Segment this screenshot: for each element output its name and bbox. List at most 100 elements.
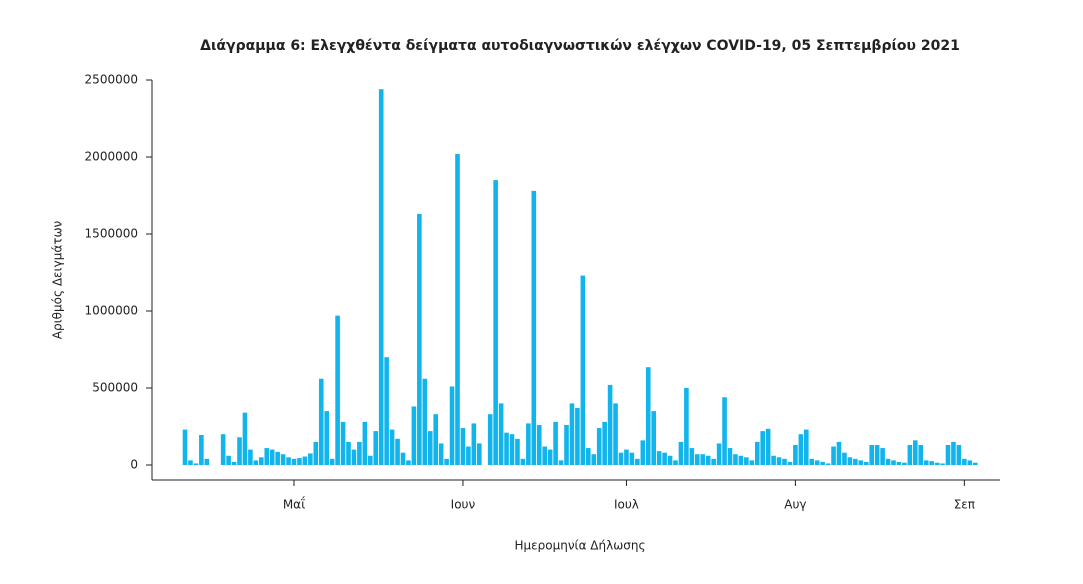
bar (449, 386, 455, 465)
bar (798, 434, 804, 465)
x-axis-label: Ημερομηνία Δήλωσης (514, 539, 645, 553)
bar (526, 423, 531, 465)
bar (231, 461, 237, 465)
bar (493, 180, 498, 465)
x-tick-label: Μαΐ (283, 497, 305, 512)
bar (771, 455, 776, 465)
bar (956, 444, 962, 465)
bar (471, 423, 477, 465)
bar (874, 444, 880, 465)
y-tick-label: 1500000 (85, 227, 138, 241)
bar (853, 458, 858, 465)
bar (787, 461, 793, 465)
bar (536, 424, 542, 465)
bar (378, 89, 384, 466)
bar (297, 458, 302, 465)
bar (438, 443, 444, 465)
bar (940, 463, 945, 465)
bar (193, 463, 199, 465)
bar (651, 411, 656, 465)
bar (591, 454, 597, 465)
bar (918, 444, 924, 465)
bar (738, 455, 744, 465)
y-tick-label: 2000000 (85, 150, 138, 164)
bar (923, 460, 929, 465)
bar (716, 443, 722, 465)
bar (237, 437, 242, 465)
bar (427, 431, 433, 465)
x-tick-label: Αυγ (784, 498, 806, 512)
bar (466, 446, 471, 465)
bar (765, 428, 771, 465)
bar (842, 452, 847, 465)
bar (308, 453, 313, 465)
bar (313, 441, 319, 465)
y-tick-label: 0 (130, 458, 138, 472)
bar (586, 448, 591, 465)
y-axis-label: Αριθμός Δειγμάτων (51, 220, 65, 339)
bar (929, 461, 934, 465)
y-tick-label: 1000000 (85, 304, 138, 318)
bar (460, 428, 466, 465)
bar (477, 443, 482, 465)
bar (569, 403, 575, 465)
bar (934, 462, 940, 465)
bar (547, 449, 553, 465)
bar (248, 449, 253, 465)
bar (275, 451, 280, 465)
bar (831, 446, 836, 465)
bar (700, 454, 706, 465)
bar (504, 432, 509, 465)
bar (809, 458, 815, 465)
x-tick-label: Ιουν (451, 498, 476, 512)
bar (411, 406, 417, 465)
y-tick-label: 500000 (92, 381, 138, 395)
bar (498, 403, 504, 465)
bar (368, 455, 373, 465)
bar (804, 429, 809, 465)
chart-title: Διάγραμμα 6: Ελεγχθέντα δείγματα αυτοδια… (200, 38, 960, 54)
bar (727, 448, 733, 465)
bar (896, 461, 902, 465)
bar (362, 421, 368, 465)
bar (624, 449, 629, 465)
bar (869, 444, 874, 465)
bar (596, 428, 602, 465)
bar (389, 429, 395, 465)
bar (553, 421, 558, 465)
bar (607, 384, 613, 465)
bar (199, 434, 204, 465)
bar (509, 434, 515, 465)
bar (678, 441, 684, 465)
bar (575, 408, 580, 465)
bar (602, 421, 607, 465)
bar (444, 458, 449, 465)
bar (754, 441, 760, 465)
bar (340, 421, 346, 465)
bar (259, 457, 264, 465)
bar (635, 458, 640, 465)
bar (395, 438, 400, 465)
bar (962, 458, 967, 465)
bar (689, 448, 695, 465)
bar (433, 414, 438, 465)
bar (640, 440, 646, 465)
bar (913, 440, 918, 465)
bar (613, 403, 618, 465)
bar (645, 367, 651, 465)
bar (673, 460, 678, 465)
bar (793, 444, 798, 465)
bar (836, 441, 842, 465)
bar (455, 153, 460, 466)
bar (400, 452, 406, 465)
bar (346, 441, 351, 465)
bar (351, 449, 357, 465)
bar (705, 455, 711, 465)
bar (384, 357, 389, 465)
bar (302, 456, 308, 465)
bar (967, 460, 973, 465)
bar (542, 446, 547, 465)
bar (531, 190, 537, 465)
bar (847, 457, 853, 465)
bar (858, 460, 864, 465)
